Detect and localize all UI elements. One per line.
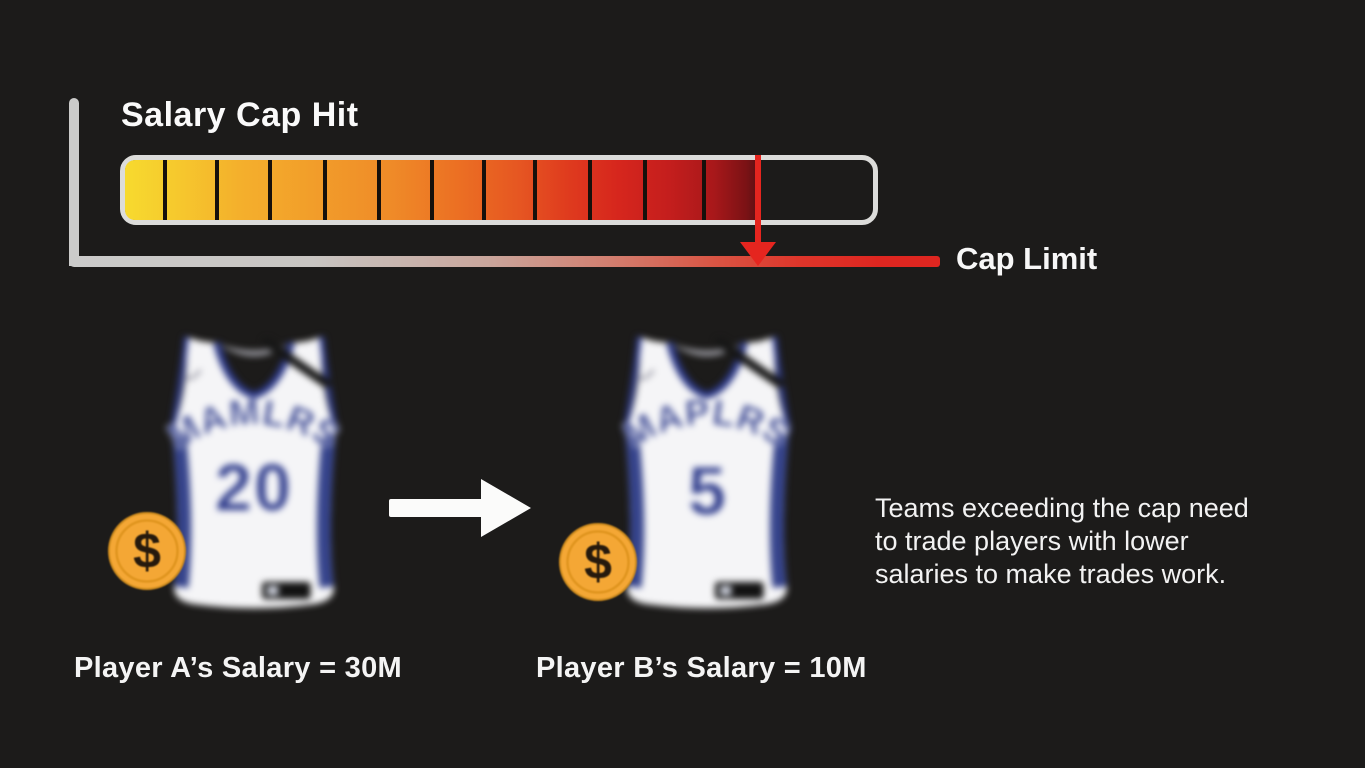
chest-swoosh-icon [636, 369, 655, 381]
trade-arrow-icon [389, 479, 531, 537]
note-line: Teams exceeding the cap need [875, 493, 1249, 523]
dollar-symbol: $ [584, 534, 612, 590]
dollar-symbol: $ [133, 523, 161, 579]
jock-tag-logo [267, 586, 279, 596]
jock-tag-logo [720, 586, 732, 596]
segment-divider [643, 160, 647, 220]
salary-cap-meter [120, 155, 878, 225]
segment-divider [588, 160, 592, 220]
meter-title: Salary Cap Hit [121, 96, 359, 134]
y-axis-line [69, 98, 79, 266]
back-collar [671, 343, 743, 357]
segment-divider [163, 160, 167, 220]
segment-divider [377, 160, 381, 220]
armhole-trim-left [622, 336, 642, 433]
jersey-body [172, 336, 336, 609]
cap-marker-arrow-icon [740, 242, 776, 266]
dollar-coin-icon-a: $ [108, 512, 186, 590]
note-line: to trade players with lower [875, 526, 1189, 556]
hanger-strap [262, 338, 331, 388]
jersey-player-b: MAPLRS 5 [616, 336, 797, 609]
armhole-trim-right [319, 336, 339, 433]
jersey-a-number-text: 20 [215, 451, 293, 525]
side-stripe-right [769, 433, 789, 589]
cap-limit-line [69, 256, 940, 267]
jersey-b-number-text: 5 [688, 452, 726, 529]
segment-divider [268, 160, 272, 220]
back-collar [218, 343, 290, 357]
salary-cap-fill [125, 160, 758, 220]
note-line: salaries to make trades work. [875, 559, 1227, 589]
cap-marker-arrow-stem [755, 155, 761, 245]
collar-trim [213, 341, 295, 399]
hanger-strap [715, 338, 784, 388]
jersey-body [625, 336, 789, 609]
collar-trim [666, 341, 748, 399]
explanation-note: Teams exceeding the cap need to trade pl… [875, 492, 1275, 591]
segment-divider [702, 160, 706, 220]
side-stripe-right [316, 433, 336, 589]
dollar-coin-icon-b: $ [559, 523, 637, 601]
armhole-trim-left [169, 336, 189, 433]
player-a-salary-label: Player A’s Salary = 30M [74, 652, 402, 684]
cap-limit-label: Cap Limit [956, 241, 1098, 276]
chest-swoosh-icon [183, 369, 202, 381]
segment-divider [215, 160, 219, 220]
player-b-salary-label: Player B’s Salary = 10M [536, 652, 867, 684]
segment-divider [482, 160, 486, 220]
jersey-player-a: MAMLRS 20 [160, 336, 347, 609]
armhole-trim-right [772, 336, 792, 433]
segment-divider [430, 160, 434, 220]
segment-divider [533, 160, 537, 220]
segment-divider [323, 160, 327, 220]
